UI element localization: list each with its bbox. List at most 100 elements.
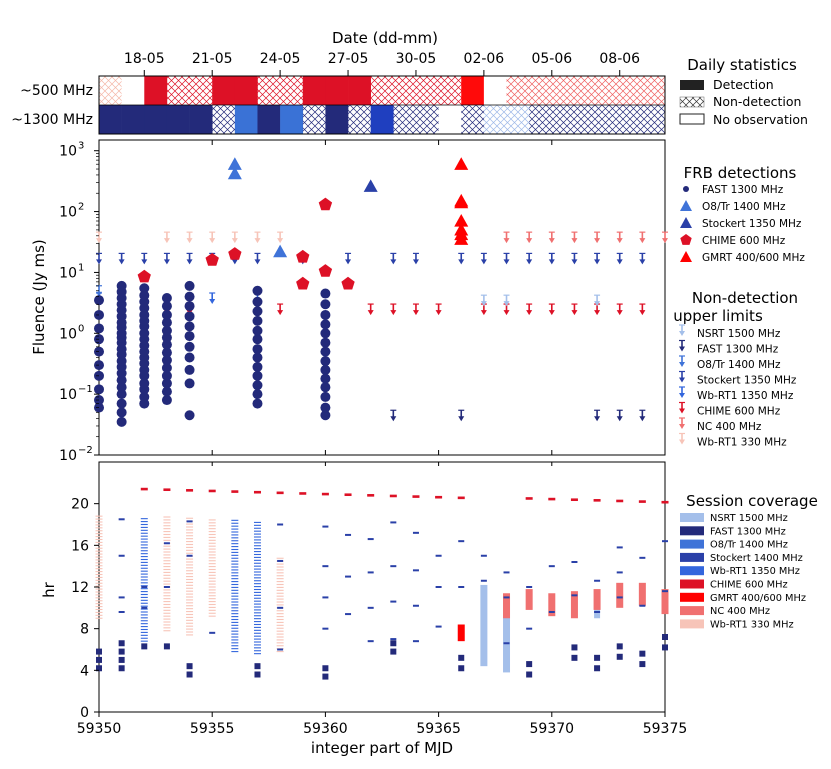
strip-1300-cell xyxy=(438,105,462,134)
session-chime-tick xyxy=(525,497,533,500)
fast-burst-point xyxy=(252,315,263,326)
top-tick-label: 21-05 xyxy=(192,51,233,67)
strip-1300-cell xyxy=(483,105,507,134)
fluence-ytick-exp: −2 xyxy=(78,445,93,456)
session-stockert-tick xyxy=(277,559,284,562)
fast-burst-point xyxy=(252,370,263,381)
upper-limit-nsrt xyxy=(594,294,601,307)
strip-1300-cell xyxy=(99,105,122,134)
session-stockert-tick xyxy=(367,571,374,574)
upper-limits-legend: Non-detection upper limits NSRT 1500 MHz… xyxy=(673,289,798,449)
session-ytick-label: 8 xyxy=(80,622,89,638)
upper-limit-fast xyxy=(639,409,646,422)
session-fast-block xyxy=(571,654,578,661)
fast-burst-point xyxy=(252,398,263,409)
session-chime-tick xyxy=(321,492,329,496)
strip-1300-cell xyxy=(415,105,439,134)
strip-1300-cell xyxy=(597,105,621,134)
session-stockert-tick xyxy=(118,596,125,599)
session-stockert-tick xyxy=(594,579,601,582)
fast-burst-point xyxy=(184,378,195,389)
session-legend-swatch xyxy=(680,592,704,602)
upper-limit-stockert xyxy=(639,252,646,265)
fast-burst-point xyxy=(184,331,195,342)
ul-legend-label: Wb-RT1 330 MHz xyxy=(697,437,787,449)
session-ytick-label: 12 xyxy=(71,580,89,596)
session-nc-block xyxy=(593,589,601,610)
gmrt-burst-point xyxy=(454,193,469,207)
session-stockert-tick xyxy=(277,606,284,609)
chime-burst-point xyxy=(318,197,333,211)
fluence-data-marks xyxy=(94,157,469,427)
upper-limit-nc xyxy=(526,231,533,244)
strip-500-cell xyxy=(619,76,643,105)
fast-burst-point xyxy=(320,288,331,299)
session-fast-block xyxy=(186,663,193,670)
fluence-ytick-base: 10 xyxy=(59,144,77,160)
session-stockert-tick xyxy=(548,611,555,613)
session-fast-block xyxy=(571,644,578,651)
session-stockert-tick xyxy=(209,631,216,634)
strip-1300-cell xyxy=(189,105,213,134)
fast-burst-point xyxy=(320,299,331,310)
session-legend-swatch xyxy=(680,526,704,536)
fast-burst-point xyxy=(94,384,104,395)
session-nc-block xyxy=(638,582,646,606)
upper-limit-stockert xyxy=(480,252,487,265)
session-stockert-tick xyxy=(141,606,148,609)
session-fast-block xyxy=(639,661,646,668)
strip-500-cell xyxy=(144,76,168,105)
fluence-ylabel: Fluence (Jy ms) xyxy=(30,239,48,354)
session-stockert-tick xyxy=(594,611,601,613)
upper-limit-wbrt1_330 xyxy=(209,231,216,244)
session-fast-block xyxy=(322,673,329,680)
upper-limit-stockert xyxy=(118,252,125,265)
session-fast-block xyxy=(254,663,261,670)
upper-limit-nc xyxy=(503,231,510,244)
session-fast-block xyxy=(526,661,533,668)
upper-limit-wbrt1_330 xyxy=(186,231,193,244)
session-chime-tick xyxy=(412,495,420,498)
fast-burst-point xyxy=(320,309,331,320)
session-nc-block xyxy=(570,591,578,619)
strip-500-cell xyxy=(506,76,530,105)
top-axis-label: Date (dd-mm) xyxy=(332,29,438,47)
session-xlabel: integer part of MJD xyxy=(311,739,453,757)
frb-detections-legend: FRB detections FAST 1300 MHz O8/Tr 1400 M… xyxy=(680,164,805,264)
strip-500-cell xyxy=(234,76,258,105)
session-fast-block xyxy=(96,648,102,655)
det-legend-label: O8/Tr 1400 MHz xyxy=(702,201,786,213)
strip-1300-cell xyxy=(348,105,371,134)
strip-1300-cell xyxy=(257,105,281,134)
fast-burst-point xyxy=(161,362,172,373)
session-stockert-tick xyxy=(390,600,397,603)
session-chime-tick xyxy=(638,500,646,503)
fast-burst-point xyxy=(252,344,263,355)
fast-burst-point xyxy=(116,389,127,400)
ul-legend-marker xyxy=(679,432,685,445)
upper-limit-stockert xyxy=(458,252,465,265)
strip-1300-cell xyxy=(551,105,575,134)
fluence-ytick-base: 10 xyxy=(59,448,77,464)
fast-burst-point xyxy=(94,295,104,306)
fast-burst-point xyxy=(320,373,331,384)
daily-stats-legend-title: Daily statistics xyxy=(687,56,797,74)
session-chime-tick xyxy=(435,495,443,499)
fast-burst-point xyxy=(320,356,331,367)
fast-burst-point xyxy=(184,301,195,312)
session-stockert-tick xyxy=(322,565,329,568)
session-legend-label: Stockert 1400 MHz xyxy=(710,553,803,564)
session-nc-block xyxy=(503,593,511,619)
o8tr-burst-point xyxy=(227,157,242,170)
session-stockert-tick xyxy=(345,533,352,536)
session-fast-block xyxy=(662,634,668,640)
session-chime-tick xyxy=(140,487,148,491)
det-legend-label: Stockert 1350 MHz xyxy=(702,218,802,230)
upper-limit-wbrt1_330 xyxy=(254,231,261,244)
ul-legend-label: CHIME 600 MHz xyxy=(697,406,781,418)
session-chime-tick xyxy=(457,496,465,500)
session-stockert-tick xyxy=(141,586,148,588)
ul-legend-marker xyxy=(679,324,685,336)
session-fast-block xyxy=(639,650,646,657)
